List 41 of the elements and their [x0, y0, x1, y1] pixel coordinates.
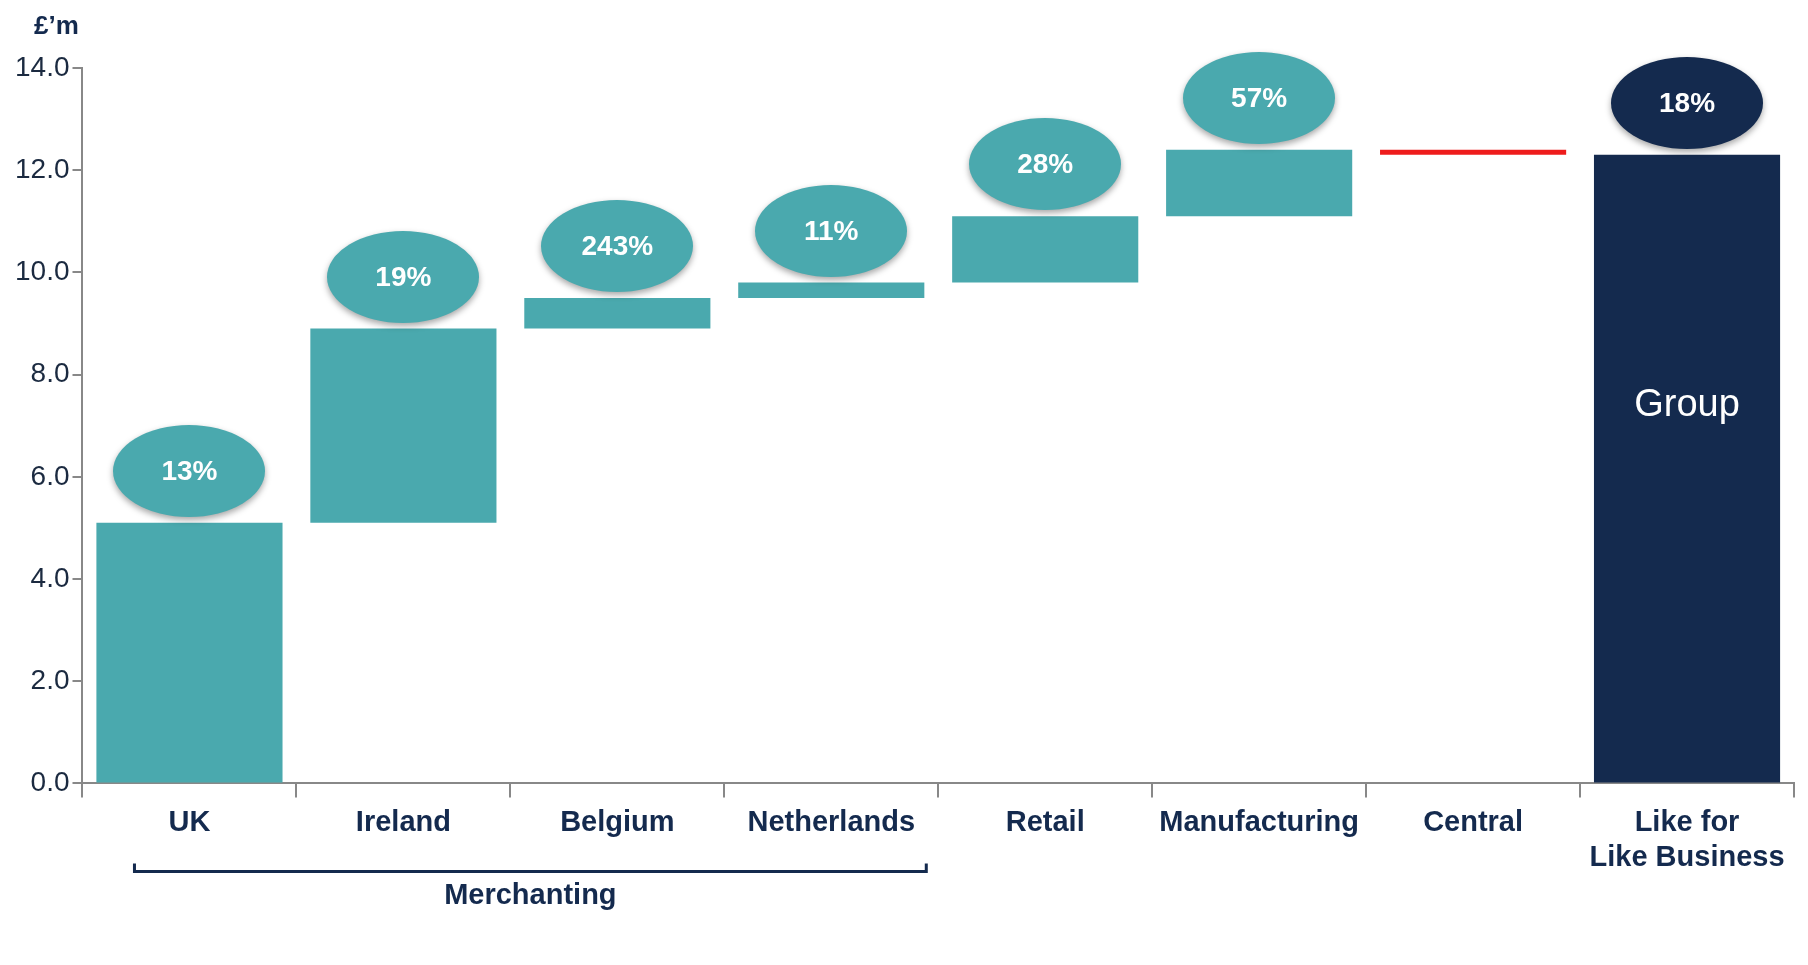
oval-badge: 13%	[113, 424, 266, 517]
x-tick-label: Central	[1423, 804, 1524, 837]
oval-badge: 28%	[969, 118, 1122, 211]
y-axis-title: £’m	[34, 10, 79, 41]
y-tick-label: 2.0	[30, 663, 70, 695]
x-tick-label: Ireland	[355, 804, 451, 837]
annotation: 57%	[1231, 81, 1288, 114]
annotation: Group	[1634, 382, 1740, 425]
x-tick-label: Manufacturing	[1159, 804, 1360, 837]
y-tick-label: 10.0	[15, 255, 70, 287]
annotation: 19%	[375, 260, 432, 293]
oval-badge: 57%	[1183, 51, 1336, 144]
x-tick-label: Belgium	[560, 804, 675, 837]
bar	[952, 216, 1139, 283]
bar	[1380, 149, 1567, 155]
oval-badge: 18%	[1611, 56, 1763, 149]
bar	[524, 297, 711, 329]
oval-badge: 19%	[327, 230, 480, 323]
text: Merchanting	[444, 877, 617, 910]
annotation: 18%	[1658, 86, 1716, 119]
annotation: 11%	[804, 214, 859, 247]
y-tick-label: 12.0	[15, 152, 70, 184]
bar	[1593, 154, 1781, 783]
y-tick-label: 6.0	[30, 459, 70, 491]
x-tick-label: Like for Like Business	[1589, 804, 1785, 872]
y-tick-label: 8.0	[30, 357, 70, 389]
x-tick-label: Retail	[1005, 804, 1085, 837]
bar	[310, 328, 497, 523]
bar	[738, 282, 925, 298]
bar	[96, 522, 283, 783]
oval-badge: 11%	[755, 184, 908, 277]
annotation: 13%	[161, 454, 218, 487]
annotation: 243%	[581, 229, 654, 262]
bar	[1166, 149, 1353, 217]
oval-badge: 243%	[541, 199, 694, 292]
x-tick-label: UK	[168, 804, 211, 837]
y-tick-label: 4.0	[30, 561, 70, 593]
annotation: 28%	[1017, 148, 1074, 181]
y-tick-label: 0.0	[30, 766, 70, 798]
y-tick-label: 14.0	[15, 50, 70, 82]
x-tick-label: Netherlands	[747, 804, 916, 837]
